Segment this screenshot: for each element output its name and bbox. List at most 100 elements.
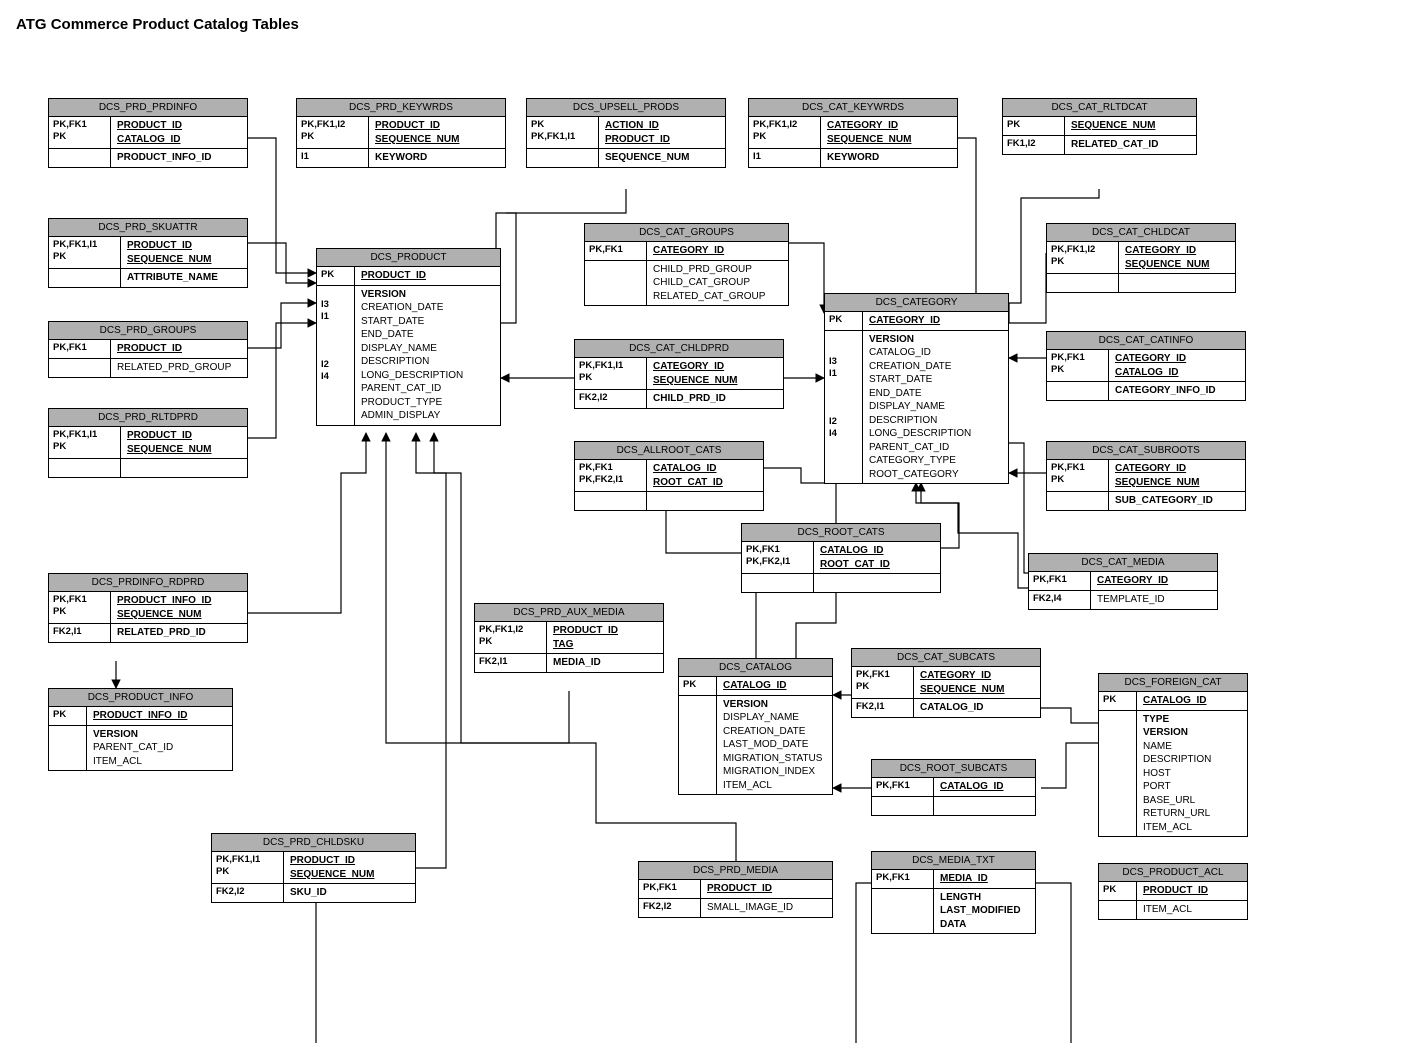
row-key: PK,FK1 <box>639 880 701 898</box>
table-dcs_prd_chldsku: DCS_PRD_CHLDSKUPK,FK1,I1 PKPRODUCT_ID SE… <box>211 833 416 903</box>
row-field: PRODUCT_INFO_ID <box>87 707 232 725</box>
row-field: SMALL_IMAGE_ID <box>701 899 832 917</box>
edge <box>248 433 366 613</box>
table-row: PKCATALOG_ID <box>679 677 832 696</box>
row-key: PK,FK1,I2 PK <box>475 622 547 653</box>
table-dcs_cat_media: DCS_CAT_MEDIAPK,FK1CATEGORY_IDFK2,I4TEMP… <box>1028 553 1218 610</box>
row-field: PRODUCT_ID SEQUENCE_NUM <box>121 427 247 458</box>
table-header: DCS_CATALOG <box>679 659 832 677</box>
row-field: CHILD_PRD_ID <box>647 390 783 408</box>
row-field: SKU_ID <box>284 884 415 902</box>
row-field <box>647 492 763 510</box>
table-row: ITEM_ACL <box>1099 901 1247 919</box>
table-dcs_catalog: DCS_CATALOGPKCATALOG_IDVERSIONDISPLAY_NA… <box>678 658 833 795</box>
table-dcs_cat_keywrds: DCS_CAT_KEYWRDSPK,FK1,I2 PKCATEGORY_ID S… <box>748 98 958 168</box>
table-dcs_upsell_prods: DCS_UPSELL_PRODSPK PK,FK1,I1ACTION_ID PR… <box>526 98 726 168</box>
table-dcs_cat_rltdcat: DCS_CAT_RLTDCATPKSEQUENCE_NUMFK1,I2RELAT… <box>1002 98 1197 155</box>
row-key: PK,FK1 PK <box>852 667 914 698</box>
row-field: PRODUCT_ID TAG <box>547 622 663 653</box>
table-header: DCS_PRD_SKUATTR <box>49 219 247 237</box>
table-dcs_cat_groups: DCS_CAT_GROUPSPK,FK1CATEGORY_IDCHILD_PRD… <box>584 223 789 306</box>
row-field: CATEGORY_ID <box>1091 572 1217 590</box>
row-key: PK <box>679 677 717 695</box>
row-field: CATEGORY_ID <box>647 242 788 260</box>
table-row: VERSIONPARENT_CAT_IDITEM_ACL <box>49 726 232 771</box>
table-row: PK,FK1,I1 PKPRODUCT_ID SEQUENCE_NUM <box>49 427 247 459</box>
row-field: SEQUENCE_NUM <box>1065 117 1196 135</box>
row-field: PRODUCT_ID <box>1137 882 1247 900</box>
table-row: ATTRIBUTE_NAME <box>49 269 247 287</box>
table-row: RELATED_PRD_GROUP <box>49 359 247 377</box>
table-dcs_product: DCS_PRODUCTPKPRODUCT_ID I3 I1 I2 I4VERSI… <box>316 248 501 426</box>
table-row: CHILD_PRD_GROUP CHILD_CAT_GROUP RELATED_… <box>585 261 788 306</box>
table-row: I3 I1 I2 I4VERSIONCREATION_DATESTART_DAT… <box>317 286 500 425</box>
table-row: SUB_CATEGORY_ID <box>1047 492 1245 510</box>
row-key <box>527 149 599 167</box>
row-key <box>872 797 934 815</box>
edge <box>248 323 316 438</box>
table-header: DCS_CATEGORY <box>825 294 1008 312</box>
table-header: DCS_PRD_GROUPS <box>49 322 247 340</box>
row-key <box>1099 711 1137 837</box>
table-header: DCS_PRD_AUX_MEDIA <box>475 604 663 622</box>
table-header: DCS_ROOT_CATS <box>742 524 940 542</box>
table-dcs_prd_skuattr: DCS_PRD_SKUATTRPK,FK1,I1 PKPRODUCT_ID SE… <box>48 218 248 288</box>
row-key: PK,FK1 PK <box>1047 460 1109 491</box>
table-dcs_product_acl: DCS_PRODUCT_ACLPKPRODUCT_IDITEM_ACL <box>1098 863 1248 920</box>
table-header: DCS_CAT_KEYWRDS <box>749 99 957 117</box>
table-row: PK,FK1,I1 PKCATEGORY_ID SEQUENCE_NUM <box>575 358 783 390</box>
row-field: PRODUCT_ID <box>111 340 247 358</box>
table-dcs_root_subcats: DCS_ROOT_SUBCATSPK,FK1CATALOG_ID <box>871 759 1036 816</box>
table-row: PKPRODUCT_ID <box>317 267 500 286</box>
edge <box>796 593 836 663</box>
row-field: ATTRIBUTE_NAME <box>121 269 247 287</box>
table-row <box>1047 274 1235 292</box>
table-dcs_cat_chldprd: DCS_CAT_CHLDPRDPK,FK1,I1 PKCATEGORY_ID S… <box>574 339 784 409</box>
table-row: PRODUCT_INFO_ID <box>49 149 247 167</box>
row-key <box>49 459 121 477</box>
row-key: PK,FK1,I1 PK <box>212 852 284 883</box>
table-header: DCS_CAT_GROUPS <box>585 224 788 242</box>
table-row: LENGTH LAST_MODIFIED DATA <box>872 889 1035 934</box>
table-header: DCS_MEDIA_TXT <box>872 852 1035 870</box>
table-row: PK,FK1,I2 PKPRODUCT_ID SEQUENCE_NUM <box>297 117 505 149</box>
table-row: PK,FK1MEDIA_ID <box>872 870 1035 889</box>
table-header: DCS_ALLROOT_CATS <box>575 442 763 460</box>
row-key: I3 I1 I2 I4 <box>317 286 355 425</box>
edge <box>1041 708 1098 723</box>
table-row: PK,FK1 PK,FK2,I1CATALOG_ID ROOT_CAT_ID <box>575 460 763 492</box>
table-header: DCS_CAT_CATINFO <box>1047 332 1245 350</box>
row-field: LENGTH LAST_MODIFIED DATA <box>934 889 1035 934</box>
row-field: KEYWORD <box>369 149 505 167</box>
table-row: PK,FK1 PKPRODUCT_INFO_ID SEQUENCE_NUM <box>49 592 247 624</box>
table-row: PKCATEGORY_ID <box>825 312 1008 331</box>
row-key: PK,FK1,I1 PK <box>49 427 121 458</box>
row-field: PRODUCT_ID SEQUENCE_NUM <box>121 237 247 268</box>
table-row: FK2,I1RELATED_PRD_ID <box>49 624 247 642</box>
row-key: PK PK,FK1,I1 <box>527 117 599 148</box>
row-key: PK,FK1,I2 PK <box>1047 242 1119 273</box>
row-key <box>1047 274 1119 292</box>
row-key: PK,FK1,I1 PK <box>49 237 121 268</box>
row-field: PRODUCT_ID SEQUENCE_NUM <box>369 117 505 148</box>
table-row: FK2,I1MEDIA_ID <box>475 654 663 672</box>
row-field: VERSIONDISPLAY_NAMECREATION_DATELAST_MOD… <box>717 696 832 795</box>
table-row <box>575 492 763 510</box>
table-row: FK2,I2SMALL_IMAGE_ID <box>639 899 832 917</box>
row-key: PK,FK1 <box>585 242 647 260</box>
table-row: SEQUENCE_NUM <box>527 149 725 167</box>
table-header: DCS_PRODUCT_ACL <box>1099 864 1247 882</box>
row-field: VERSIONCATALOG_IDCREATION_DATESTART_DATE… <box>863 331 1008 484</box>
table-header: DCS_PRODUCT <box>317 249 500 267</box>
row-key <box>742 574 814 592</box>
row-key: FK2,I4 <box>1029 591 1091 609</box>
row-field: PRODUCT_INFO_ID SEQUENCE_NUM <box>111 592 247 623</box>
table-header: DCS_CAT_CHLDCAT <box>1047 224 1235 242</box>
row-key: PK,FK1,I1 PK <box>575 358 647 389</box>
table-row: I1KEYWORD <box>749 149 957 167</box>
table-dcs_foreign_cat: DCS_FOREIGN_CATPKCATALOG_IDTYPEVERSIONNA… <box>1098 673 1248 837</box>
table-row: PK PK,FK1,I1ACTION_ID PRODUCT_ID <box>527 117 725 149</box>
table-dcs_prd_keywrds: DCS_PRD_KEYWRDSPK,FK1,I2 PKPRODUCT_ID SE… <box>296 98 506 168</box>
table-header: DCS_CAT_CHLDPRD <box>575 340 783 358</box>
row-field <box>121 459 247 477</box>
